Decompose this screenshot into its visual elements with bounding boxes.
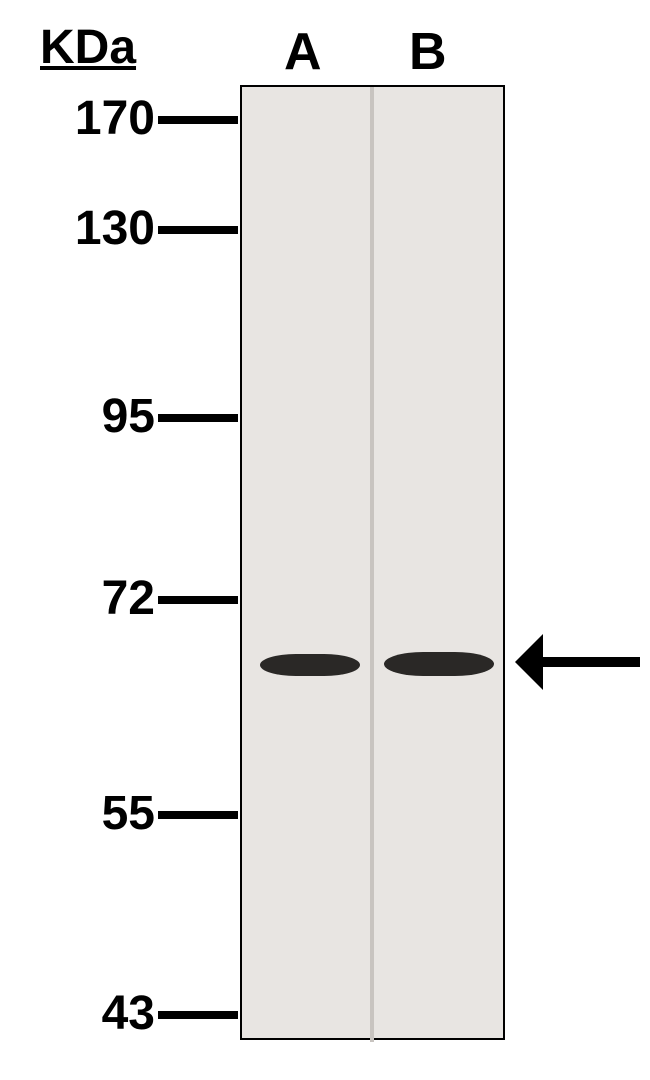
lane-label-a: A — [284, 22, 322, 82]
marker-label-130: 130 — [75, 201, 155, 256]
lane-divider — [370, 87, 374, 1042]
marker-label-55: 55 — [102, 786, 155, 841]
marker-label-43: 43 — [102, 986, 155, 1041]
band-lane-b — [384, 652, 494, 676]
marker-tick-130 — [158, 226, 238, 234]
marker-label-95: 95 — [102, 389, 155, 444]
marker-tick-95 — [158, 414, 238, 422]
marker-tick-55 — [158, 811, 238, 819]
arrow-head — [515, 634, 543, 690]
marker-tick-43 — [158, 1011, 238, 1019]
kda-header: KDa — [40, 20, 136, 75]
band-lane-a — [260, 654, 360, 676]
blot-membrane — [240, 85, 505, 1040]
marker-tick-170 — [158, 116, 238, 124]
marker-tick-72 — [158, 596, 238, 604]
arrow-shaft — [543, 657, 640, 667]
western-blot-figure: KDa 170 130 95 72 55 43 A B — [0, 0, 650, 1080]
marker-label-170: 170 — [75, 91, 155, 146]
marker-label-72: 72 — [102, 571, 155, 626]
lane-label-b: B — [409, 22, 447, 82]
